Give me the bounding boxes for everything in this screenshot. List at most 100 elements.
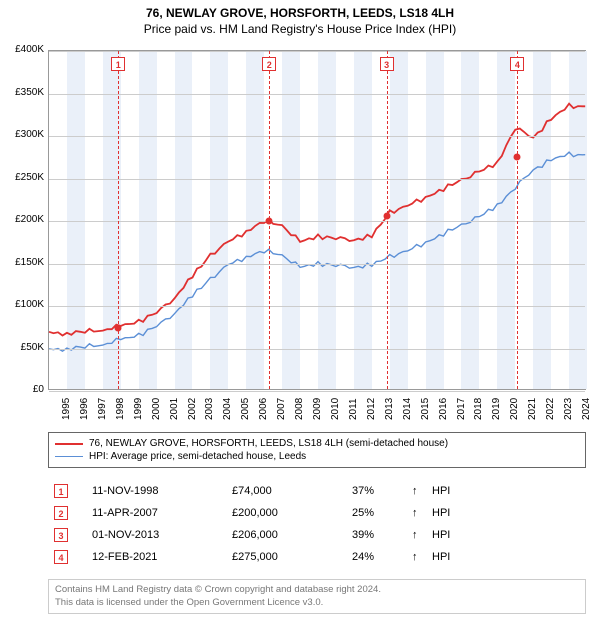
row-date: 11-APR-2007: [92, 507, 232, 519]
row-ref: HPI: [432, 507, 450, 519]
y-tick-label: £200K: [2, 214, 44, 225]
page-title: 76, NEWLAY GROVE, HORSFORTH, LEEDS, LS18…: [0, 0, 600, 20]
x-tick-label: 2010: [330, 398, 341, 420]
row-pct: 37%: [352, 485, 412, 497]
gridline: [49, 264, 585, 265]
up-arrow-icon: ↑: [412, 551, 432, 563]
transaction-marker-line: [517, 51, 518, 389]
x-tick-label: 2015: [420, 398, 431, 420]
y-tick-label: £50K: [2, 342, 44, 353]
x-tick-label: 2016: [438, 398, 449, 420]
x-tick-label: 2019: [491, 398, 502, 420]
page-subtitle: Price paid vs. HM Land Registry's House …: [0, 20, 600, 36]
transaction-table: 111-NOV-1998£74,00037%↑HPI211-APR-2007£2…: [48, 480, 586, 568]
row-date: 11-NOV-1998: [92, 485, 232, 497]
table-row: 301-NOV-2013£206,00039%↑HPI: [48, 524, 586, 546]
x-tick-label: 2001: [169, 398, 180, 420]
transaction-marker-line: [387, 51, 388, 389]
row-marker: 4: [54, 550, 68, 564]
row-pct: 24%: [352, 551, 412, 563]
legend-item: HPI: Average price, semi-detached house,…: [55, 450, 579, 463]
transaction-dot: [383, 212, 390, 219]
x-tick-label: 2008: [294, 398, 305, 420]
x-tick-label: 1997: [97, 398, 108, 420]
transaction-marker-box: 4: [510, 57, 524, 71]
gridline: [49, 179, 585, 180]
legend-item: 76, NEWLAY GROVE, HORSFORTH, LEEDS, LS18…: [55, 437, 579, 450]
transaction-marker-line: [118, 51, 119, 389]
x-tick-label: 2005: [240, 398, 251, 420]
gridline: [49, 136, 585, 137]
x-tick-label: 2020: [509, 398, 520, 420]
x-tick-label: 2003: [204, 398, 215, 420]
table-row: 2 11-APR-2007£200,00025%↑HPI: [48, 502, 586, 524]
row-price: £74,000: [232, 485, 352, 497]
table-row: 111-NOV-1998£74,00037%↑HPI: [48, 480, 586, 502]
row-ref: HPI: [432, 529, 450, 541]
gridline: [49, 349, 585, 350]
footer-line: This data is licensed under the Open Gov…: [55, 597, 579, 609]
x-tick-label: 2002: [187, 398, 198, 420]
y-tick-label: £150K: [2, 257, 44, 268]
gridline: [49, 221, 585, 222]
chart-plot-area: 1 2 3 4: [48, 50, 586, 390]
series-line: [49, 104, 585, 336]
up-arrow-icon: ↑: [412, 529, 432, 541]
x-tick-label: 2006: [258, 398, 269, 420]
x-tick-label: 2012: [366, 398, 377, 420]
gridline: [49, 94, 585, 95]
x-tick-label: 2004: [222, 398, 233, 420]
row-pct: 39%: [352, 529, 412, 541]
y-tick-label: £250K: [2, 172, 44, 183]
y-tick-label: £350K: [2, 87, 44, 98]
x-tick-label: 2013: [384, 398, 395, 420]
y-tick-label: £400K: [2, 44, 44, 55]
up-arrow-icon: ↑: [412, 507, 432, 519]
chart-container: 76, NEWLAY GROVE, HORSFORTH, LEEDS, LS18…: [0, 0, 600, 620]
row-price: £275,000: [232, 551, 352, 563]
x-tick-label: 2007: [276, 398, 287, 420]
transaction-marker-box: 3: [380, 57, 394, 71]
footer-attribution: Contains HM Land Registry data © Crown c…: [48, 579, 586, 614]
transaction-marker-box: 2: [262, 57, 276, 71]
y-tick-label: £0: [2, 384, 44, 395]
row-marker: 2: [54, 506, 68, 520]
x-tick-label: 2023: [563, 398, 574, 420]
y-tick-label: £300K: [2, 129, 44, 140]
legend-swatch: [55, 456, 83, 457]
footer-line: Contains HM Land Registry data © Crown c…: [55, 584, 579, 596]
transaction-marker-box: 1: [111, 57, 125, 71]
row-price: £206,000: [232, 529, 352, 541]
table-row: 4 12-FEB-2021£275,00024%↑HPI: [48, 546, 586, 568]
x-tick-label: 2009: [312, 398, 323, 420]
legend-label: 76, NEWLAY GROVE, HORSFORTH, LEEDS, LS18…: [89, 438, 448, 449]
gridline: [49, 391, 585, 392]
row-ref: HPI: [432, 485, 450, 497]
row-pct: 25%: [352, 507, 412, 519]
row-price: £200,000: [232, 507, 352, 519]
x-tick-label: 2014: [402, 398, 413, 420]
transaction-dot: [266, 218, 273, 225]
x-tick-label: 1998: [115, 398, 126, 420]
x-tick-label: 1999: [133, 398, 144, 420]
x-tick-label: 2021: [527, 398, 538, 420]
legend-swatch: [55, 443, 83, 445]
gridline: [49, 306, 585, 307]
transaction-dot: [115, 325, 122, 332]
legend-label: HPI: Average price, semi-detached house,…: [89, 451, 306, 462]
x-tick-label: 2000: [151, 398, 162, 420]
row-date: 01-NOV-2013: [92, 529, 232, 541]
transaction-dot: [514, 154, 521, 161]
x-tick-label: 2024: [581, 398, 592, 420]
row-marker: 1: [54, 484, 68, 498]
series-line: [49, 152, 585, 351]
x-tick-label: 2018: [473, 398, 484, 420]
y-tick-label: £100K: [2, 299, 44, 310]
row-ref: HPI: [432, 551, 450, 563]
plot-svg: [49, 51, 585, 389]
row-date: 12-FEB-2021: [92, 551, 232, 563]
legend: 76, NEWLAY GROVE, HORSFORTH, LEEDS, LS18…: [48, 432, 586, 468]
x-tick-label: 2022: [545, 398, 556, 420]
x-tick-label: 1996: [79, 398, 90, 420]
x-tick-label: 1995: [61, 398, 72, 420]
